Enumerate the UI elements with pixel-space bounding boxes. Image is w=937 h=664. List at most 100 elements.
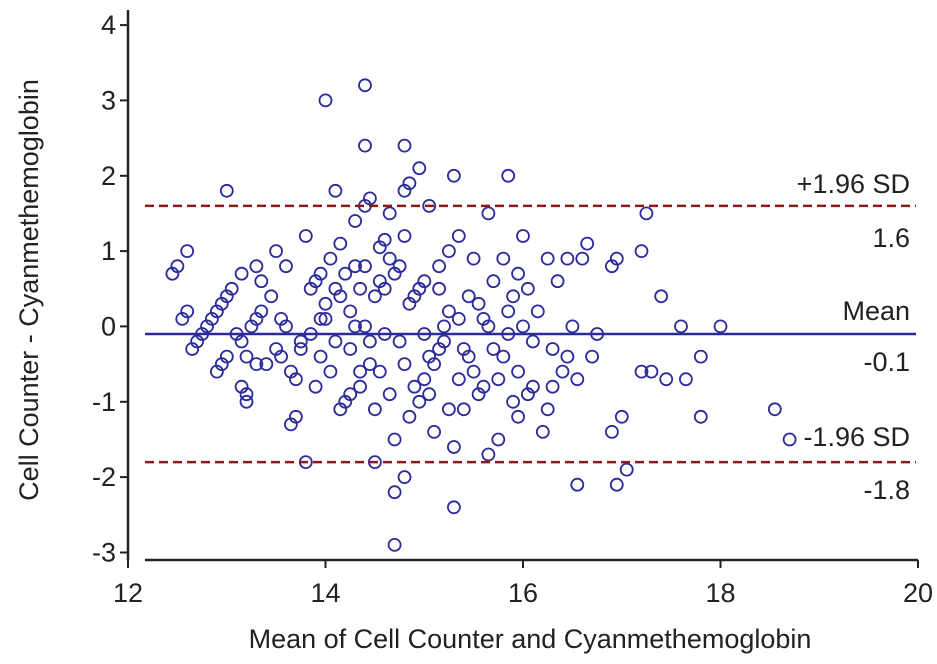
data-point xyxy=(560,251,575,266)
data-point xyxy=(634,364,649,379)
data-point xyxy=(659,372,674,387)
data-point xyxy=(372,364,387,379)
data-point xyxy=(446,500,461,515)
data-point xyxy=(461,289,476,304)
data-point xyxy=(259,357,274,372)
data-point xyxy=(550,274,565,289)
data-point xyxy=(471,296,486,311)
data-point xyxy=(535,424,550,439)
data-point xyxy=(540,251,555,266)
data-point xyxy=(486,274,501,289)
data-point xyxy=(545,379,560,394)
data-point xyxy=(580,236,595,251)
x-tick-label: 16 xyxy=(508,578,538,608)
data-point xyxy=(402,176,417,191)
data-point xyxy=(412,161,427,176)
data-point xyxy=(382,251,397,266)
data-point xyxy=(555,364,570,379)
data-point xyxy=(239,387,254,402)
data-point xyxy=(382,206,397,221)
data-point xyxy=(343,304,358,319)
data-point xyxy=(526,379,540,394)
data-point xyxy=(634,244,649,259)
data-point xyxy=(511,364,525,379)
data-point xyxy=(274,349,289,364)
data-point xyxy=(397,357,412,372)
data-point xyxy=(367,402,382,417)
x-tick-label: 18 xyxy=(705,578,735,608)
data-point xyxy=(466,364,481,379)
data-point xyxy=(619,462,634,477)
data-point xyxy=(387,432,402,447)
data-point xyxy=(353,364,368,379)
y-tick-label: -1 xyxy=(92,387,116,417)
data-point xyxy=(323,364,338,379)
upper-limit-name: +1.96 SD xyxy=(797,169,910,199)
data-point xyxy=(456,402,471,417)
data-point xyxy=(343,387,358,402)
data-point xyxy=(338,266,353,281)
data-point xyxy=(402,409,417,424)
data-point xyxy=(288,409,303,424)
data-point xyxy=(782,432,797,447)
data-point xyxy=(362,334,377,349)
data-point xyxy=(239,349,254,364)
y-tick-label: 2 xyxy=(101,161,116,191)
data-point xyxy=(545,342,560,356)
data-point xyxy=(614,409,629,424)
data-point xyxy=(496,251,511,266)
data-point xyxy=(367,289,382,304)
data-point xyxy=(358,259,372,274)
data-point xyxy=(362,191,377,206)
data-point xyxy=(501,168,516,183)
data-point xyxy=(362,357,377,372)
data-point xyxy=(333,289,348,304)
upper-limit-value: 1.6 xyxy=(872,223,910,253)
data-point xyxy=(412,394,427,409)
data-point xyxy=(679,372,693,387)
data-point xyxy=(432,259,447,274)
y-tick-label: -2 xyxy=(92,462,116,492)
data-point xyxy=(417,372,432,387)
data-point xyxy=(234,266,249,281)
data-point xyxy=(318,311,333,326)
data-point xyxy=(639,206,654,221)
x-tick-label: 12 xyxy=(113,578,143,608)
data-point xyxy=(437,319,451,334)
reference-lines xyxy=(145,204,916,464)
mean-value: -0.1 xyxy=(863,347,910,377)
data-point xyxy=(451,311,466,326)
lower-limit-name: -1.96 SD xyxy=(803,422,910,452)
data-point xyxy=(451,372,466,387)
data-point xyxy=(219,183,234,198)
data-point xyxy=(224,281,239,296)
y-tick-label: 0 xyxy=(101,311,116,341)
data-point xyxy=(471,387,486,402)
data-point xyxy=(348,214,363,228)
data-point xyxy=(318,296,333,311)
y-tick-label: 4 xyxy=(101,10,116,40)
x-axis-label: Mean of Cell Counter and Cyanmethemoglob… xyxy=(249,624,812,654)
data-point xyxy=(693,349,708,364)
data-point xyxy=(432,281,447,296)
data-point xyxy=(323,251,338,266)
data-point xyxy=(353,281,368,296)
data-point xyxy=(239,394,254,409)
lower-limit-value: -1.8 xyxy=(863,475,910,505)
data-point xyxy=(486,342,501,356)
data-point xyxy=(254,274,269,289)
data-point xyxy=(170,259,185,274)
data-point xyxy=(180,304,195,319)
data-point xyxy=(328,183,343,198)
data-point xyxy=(358,319,372,334)
data-points xyxy=(165,78,797,552)
data-point xyxy=(491,372,506,387)
data-point xyxy=(446,168,461,183)
data-point xyxy=(249,259,264,274)
data-point xyxy=(481,319,496,334)
data-point xyxy=(654,289,669,304)
data-point xyxy=(575,251,590,266)
data-point xyxy=(506,394,520,409)
